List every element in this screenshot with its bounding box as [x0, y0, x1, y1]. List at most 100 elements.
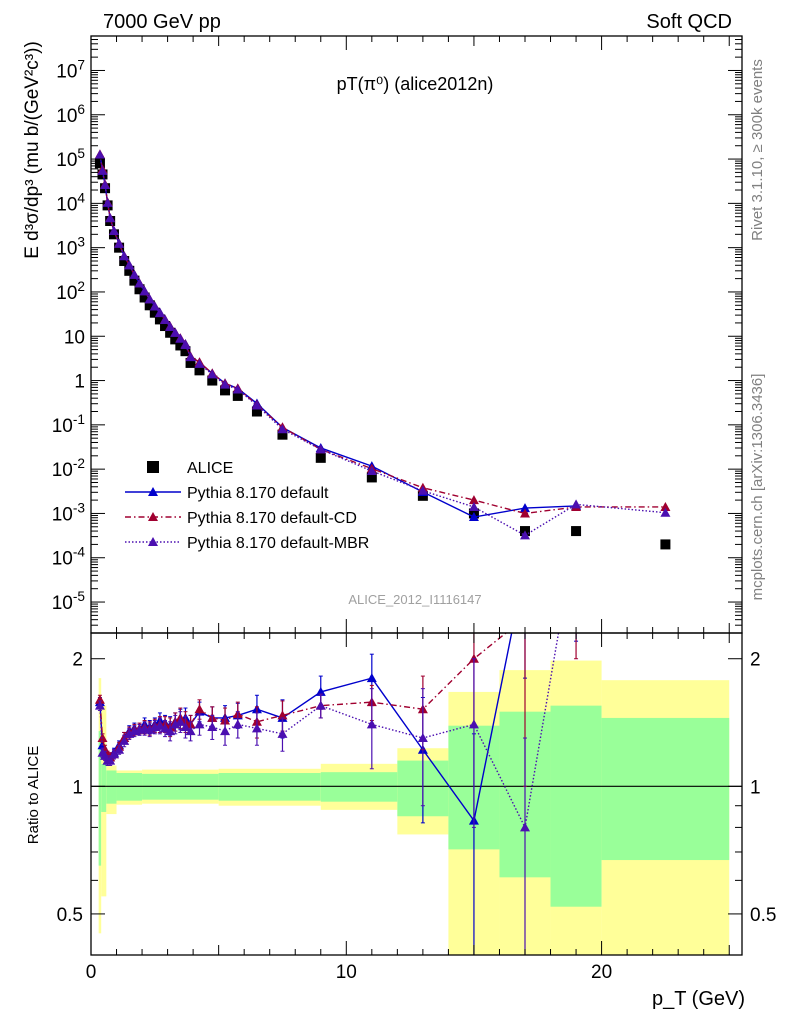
series-0 [94, 158, 671, 550]
data-point-ratio [315, 700, 326, 710]
data-point-alice [94, 158, 105, 169]
data-point-alice [129, 275, 140, 286]
x-tick-label: 0 [86, 962, 97, 983]
data-point-ratio [185, 726, 196, 736]
y-tick-label: 10 [64, 327, 85, 348]
data-point-ratio [207, 722, 218, 732]
data-point-main [105, 213, 116, 223]
ratio-tick-label-right: 0.5 [750, 905, 776, 926]
y-axis-label: E d³σ/dp³ (mu b/(GeV²c³)) [22, 41, 43, 259]
data-point-ratio [114, 744, 125, 754]
data-point-ratio [520, 822, 530, 832]
data-point-ratio [94, 700, 105, 710]
data-point-alice [149, 307, 160, 318]
data-point-main [468, 495, 479, 505]
data-point-alice [660, 539, 671, 550]
ratio-y-axis-label: Ratio to ALICE [25, 746, 42, 844]
rivet-version-label: Rivet 3.1.10, ≥ 300k events [749, 59, 766, 241]
data-point-ratio [571, 551, 581, 560]
data-point-ratio [660, 423, 670, 432]
data-point-alice [119, 255, 130, 266]
data-point-ratio [571, 540, 581, 549]
series-layer [94, 149, 671, 955]
legend-marker-triangle [148, 512, 158, 521]
data-point-main [102, 197, 113, 207]
header-left: 7000 GeV pp [103, 11, 221, 33]
data-point-ratio [366, 673, 377, 683]
legend: ALICE Pythia 8.170 default Pythia 8.170 de… [125, 460, 369, 552]
x-tick-label: 20 [591, 962, 612, 983]
data-point-alice [194, 365, 205, 376]
y-tick-label: 106 [56, 102, 85, 127]
data-point-main [366, 465, 377, 475]
data-point-ratio [277, 728, 288, 738]
data-point-ratio [232, 719, 243, 729]
data-point-alice [185, 357, 196, 368]
data-point-alice [160, 321, 171, 332]
data-point-main [251, 400, 262, 410]
data-point-ratio [520, 613, 530, 622]
y-tick-label: 102 [56, 279, 85, 304]
data-point-ratio [154, 720, 165, 730]
data-point-alice [251, 406, 262, 417]
data-point-ratio [251, 723, 262, 733]
green-band [101, 763, 107, 812]
series-3 [94, 149, 671, 955]
data-point-ratio [175, 716, 186, 726]
data-point-alice [170, 334, 181, 345]
y-tick-label: 10-4 [52, 545, 86, 570]
data-point-main [194, 358, 205, 368]
green-band [601, 717, 730, 861]
header-right: Soft QCD [646, 11, 732, 33]
green-band [106, 770, 117, 804]
data-point-ratio [160, 723, 171, 733]
data-point-ratio [468, 719, 479, 729]
data-point-main [139, 286, 150, 296]
ratio-tick-label: 0.5 [57, 905, 83, 926]
data-point-ratio [194, 704, 205, 714]
data-point-ratio [366, 719, 377, 729]
plot-title: pT(π⁰) (alice2012n) [337, 74, 494, 94]
data-point-ratio [660, 478, 670, 487]
data-point-main [100, 180, 111, 190]
data-point-main [97, 165, 108, 175]
data-point-main [129, 269, 140, 279]
legend-marker-square [147, 461, 159, 473]
data-point-alice [144, 300, 155, 311]
data-point-alice [175, 340, 186, 351]
data-point-ratio [170, 719, 181, 729]
data-point-ratio [180, 722, 191, 732]
data-point-main [170, 327, 181, 337]
data-point-main [114, 238, 125, 248]
data-point-alice [134, 284, 145, 295]
data-point-ratio [220, 726, 231, 736]
data-point-alice [180, 346, 191, 357]
data-point-ratio [144, 724, 155, 734]
data-point-main [154, 308, 165, 318]
data-point-main [315, 444, 326, 454]
ratio-tick-label-right: 2 [750, 650, 761, 671]
data-point-alice [315, 452, 326, 463]
data-point-main [220, 379, 231, 389]
data-point-ratio [97, 733, 108, 743]
data-point-ratio [108, 749, 119, 759]
ratio-uncertainty-bands [98, 660, 730, 955]
data-point-main [149, 301, 160, 311]
data-point-main [185, 352, 196, 362]
data-point-ratio [119, 735, 130, 745]
y-tick-label: 10-2 [52, 456, 85, 481]
data-point-main [119, 251, 130, 261]
data-point-main [520, 508, 530, 518]
data-point-main [468, 501, 479, 511]
ratio-tick-label-right: 1 [750, 777, 761, 798]
data-point-ratio [277, 710, 288, 720]
data-point-main [277, 424, 288, 434]
ratio-frame [90, 632, 743, 956]
data-point-ratio [165, 726, 176, 736]
series-ratio-group [94, 478, 670, 955]
y-tick-label: 103 [56, 235, 85, 260]
data-point-main [207, 369, 218, 379]
data-point-ratio [520, 562, 530, 571]
data-point-main [232, 384, 243, 394]
